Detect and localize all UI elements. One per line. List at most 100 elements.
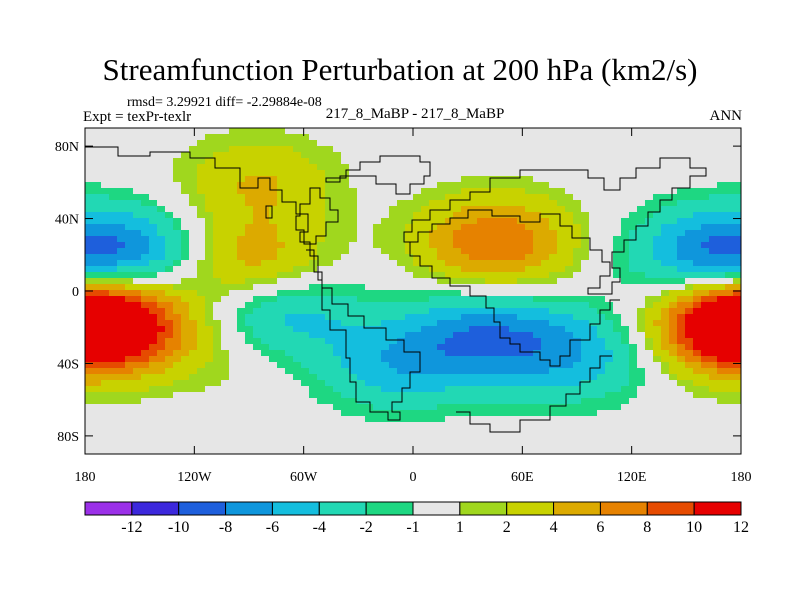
field-cell	[573, 140, 582, 147]
field-cell	[533, 248, 542, 255]
field-cell	[701, 134, 710, 141]
field-cell	[725, 314, 734, 321]
field-cell	[613, 182, 622, 189]
field-cell	[397, 236, 406, 243]
field-cell	[469, 278, 478, 285]
field-cell	[309, 230, 318, 237]
field-cell	[149, 332, 158, 339]
field-cell	[693, 170, 702, 177]
field-cell	[669, 206, 678, 213]
field-cell	[477, 170, 486, 177]
field-cell	[485, 218, 494, 225]
colorbar-swatch	[646, 501, 695, 516]
field-cell	[197, 254, 206, 261]
field-cell	[581, 206, 590, 213]
field-cell	[485, 146, 494, 153]
field-cell	[109, 410, 118, 417]
field-cell	[717, 194, 726, 201]
field-cell	[453, 176, 462, 183]
field-cell	[581, 254, 590, 261]
field-cell	[421, 128, 430, 135]
field-cell	[117, 422, 126, 429]
field-cell	[85, 392, 94, 399]
field-cell	[605, 242, 614, 249]
field-cell	[245, 320, 254, 327]
field-cell	[437, 452, 446, 454]
field-cell	[453, 278, 462, 285]
field-cell	[117, 320, 126, 327]
field-cell	[229, 200, 238, 207]
field-cell	[445, 350, 454, 357]
field-cell	[341, 362, 350, 369]
field-cell	[525, 452, 534, 454]
field-cell	[317, 344, 326, 351]
field-cell	[301, 446, 310, 453]
field-cell	[317, 164, 326, 171]
field-cell	[133, 266, 142, 273]
field-cell	[341, 326, 350, 333]
field-cell	[309, 140, 318, 147]
field-cell	[437, 140, 446, 147]
field-cell	[581, 182, 590, 189]
field-cell	[317, 170, 326, 177]
field-cell	[629, 344, 638, 351]
field-cell	[405, 314, 414, 321]
field-cell	[717, 182, 726, 189]
field-cell	[197, 308, 206, 315]
field-cell	[309, 128, 318, 135]
field-cell	[125, 404, 134, 411]
field-cell	[365, 380, 374, 387]
field-cell	[445, 386, 454, 393]
field-cell	[93, 140, 102, 147]
field-cell	[133, 164, 142, 171]
field-cell	[429, 380, 438, 387]
field-cell	[533, 308, 542, 315]
field-cell	[701, 374, 710, 381]
field-cell	[173, 422, 182, 429]
field-cell	[645, 452, 654, 454]
field-cell	[197, 248, 206, 255]
field-cell	[541, 134, 550, 141]
field-cell	[565, 332, 574, 339]
field-cell	[429, 332, 438, 339]
field-cell	[397, 362, 406, 369]
field-cell	[541, 284, 550, 291]
coastline-australia	[456, 355, 612, 433]
field-cell	[165, 380, 174, 387]
field-cell	[709, 188, 718, 195]
field-cell	[397, 140, 406, 147]
field-cell	[125, 218, 134, 225]
field-cell	[293, 374, 302, 381]
field-cell	[245, 278, 254, 285]
field-cell	[525, 392, 534, 399]
field-cell	[109, 428, 118, 435]
field-cell	[413, 152, 422, 159]
field-cell	[165, 278, 174, 285]
field-cell	[261, 170, 270, 177]
field-cell	[725, 260, 734, 267]
field-cell	[421, 284, 430, 291]
field-cell	[461, 152, 470, 159]
field-cell	[237, 416, 246, 423]
field-cell	[645, 254, 654, 261]
field-cell	[181, 446, 190, 453]
field-cell	[277, 248, 286, 255]
field-cell	[237, 398, 246, 405]
field-cell	[685, 224, 694, 231]
field-cell	[277, 158, 286, 165]
field-cell	[733, 374, 741, 381]
field-cell	[453, 368, 462, 375]
field-cell	[613, 230, 622, 237]
field-cell	[509, 302, 518, 309]
field-cell	[373, 254, 382, 261]
field-cell	[125, 164, 134, 171]
field-cell	[525, 248, 534, 255]
field-cell	[597, 278, 606, 285]
field-cell	[381, 404, 390, 411]
field-cell	[493, 416, 502, 423]
field-cell	[541, 152, 550, 159]
field-cell	[685, 380, 694, 387]
field-cell	[677, 398, 686, 405]
field-cell	[181, 134, 190, 141]
field-cell	[349, 236, 358, 243]
